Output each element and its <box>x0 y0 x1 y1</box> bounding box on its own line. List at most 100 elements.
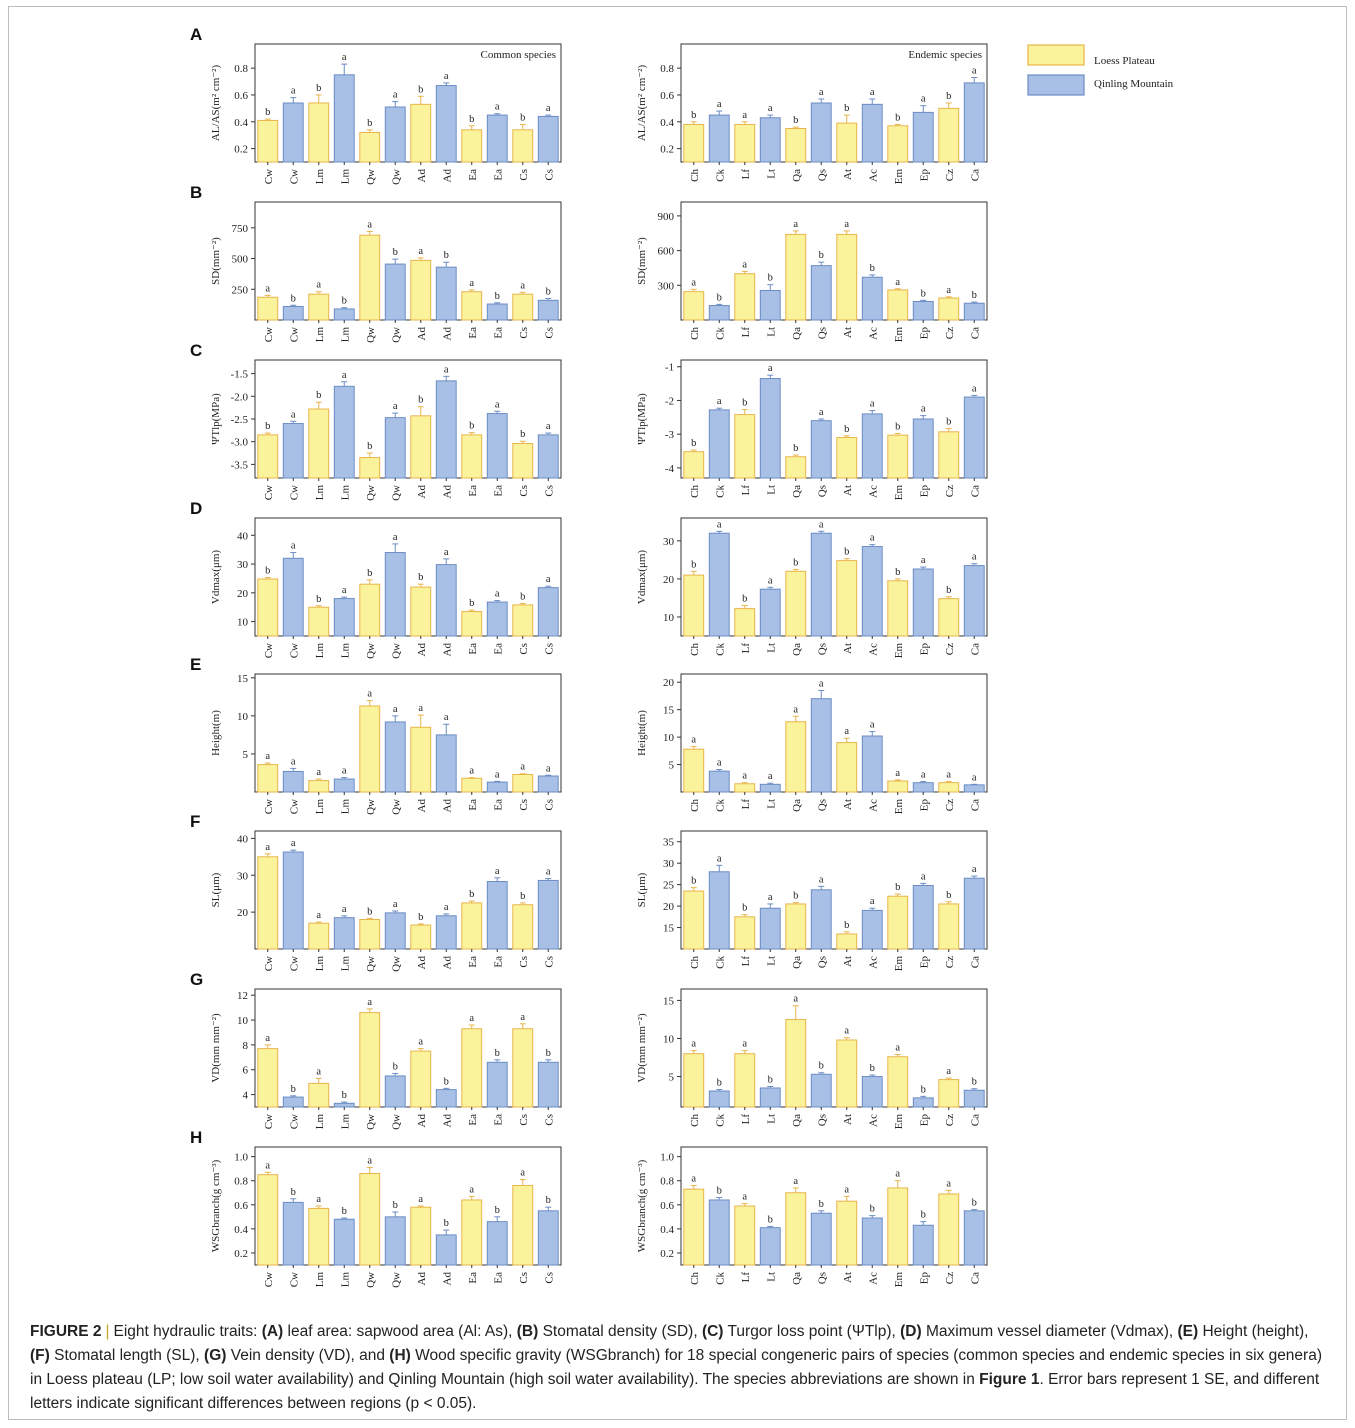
x-tick-label-ad: Ad <box>441 1114 453 1128</box>
y-tick-label: 0.8 <box>660 1176 674 1188</box>
caption-label: FIGURE 2 <box>30 1323 102 1340</box>
significance-letter: b <box>367 441 372 452</box>
significance-letter: a <box>691 1174 696 1185</box>
bar-ea <box>461 902 483 950</box>
bar-qa <box>785 1192 807 1266</box>
significance-letter: b <box>265 107 270 118</box>
significance-letter: a <box>895 1042 900 1053</box>
x-tick-label-ch: Ch <box>689 485 701 498</box>
x-tick-label-ch: Ch <box>689 1272 701 1285</box>
significance-letter: a <box>895 1169 900 1180</box>
bar-lm <box>308 780 330 793</box>
x-tick-label-ca: Ca <box>969 643 981 655</box>
significance-letter: a <box>316 1194 321 1205</box>
bar-ad <box>410 1206 432 1266</box>
bar-em <box>887 434 909 479</box>
x-tick-label-ac: Ac <box>867 327 879 340</box>
y-tick-label: 20 <box>237 907 249 919</box>
plot-frame <box>680 1146 988 1266</box>
significance-letter: b <box>717 1077 722 1088</box>
bar-ca <box>963 396 985 479</box>
y-tick-label: 30 <box>237 559 249 571</box>
significance-letter: b <box>418 912 423 923</box>
significance-letter: a <box>946 1066 951 1077</box>
x-tick-label-ea: Ea <box>492 327 504 339</box>
significance-letter: a <box>444 712 449 723</box>
x-tick-label-lt: Lt <box>765 643 777 653</box>
significance-letter: a <box>265 283 270 294</box>
significance-letter: a <box>444 547 449 558</box>
significance-letter: b <box>742 594 747 605</box>
significance-letter: a <box>793 1176 798 1187</box>
y-tick-label: 15 <box>663 923 675 935</box>
significance-letter: b <box>367 568 372 579</box>
significance-letter: a <box>418 1194 423 1205</box>
significance-letter: a <box>393 704 398 715</box>
y-tick-label: 750 <box>232 223 249 235</box>
panel-title: Common species <box>481 49 556 61</box>
bar-ac <box>861 1217 883 1266</box>
y-tick-label: 0.6 <box>234 1200 248 1212</box>
bar-ac <box>861 1076 883 1108</box>
significance-letter: b <box>717 1186 722 1197</box>
caption-text-b: Stomatal density (SD), <box>542 1323 698 1340</box>
bar-em <box>887 580 909 637</box>
figure-panels: A Common species 0.2 0.4 0.6 0.8 AL/AS(m² cm⁻²… <box>190 25 1174 1288</box>
panel-letter-f: F <box>190 812 200 831</box>
significance-letter: b <box>393 1200 398 1211</box>
y-tick-label: 10 <box>663 612 675 624</box>
x-tick-label-qw: Qw <box>365 327 377 343</box>
y-tick-label: -3.5 <box>231 459 249 471</box>
x-tick-label-cw: Cw <box>288 169 300 184</box>
significance-letter: b <box>418 395 423 406</box>
significance-letter: b <box>870 1204 875 1215</box>
x-tick-label-ea: Ea <box>467 169 479 181</box>
y-tick-label: 900 <box>658 211 675 223</box>
x-tick-label-qw: Qw <box>365 1114 377 1130</box>
bar-ch <box>683 123 705 163</box>
panel-letter-g: G <box>190 970 203 989</box>
bar-ac <box>861 735 883 793</box>
x-tick-label-ch: Ch <box>689 799 701 812</box>
bar-ad <box>410 726 432 793</box>
y-tick-label: 35 <box>663 837 675 849</box>
x-tick-label-ad: Ad <box>416 327 428 341</box>
bar-lm <box>308 1082 330 1108</box>
x-tick-label-at: At <box>842 485 854 496</box>
plot-frame <box>254 988 562 1108</box>
x-tick-label-ep: Ep <box>918 643 930 656</box>
x-tick-label-lf: Lf <box>740 1272 752 1283</box>
y-tick-label: -2.0 <box>231 391 249 403</box>
chart-panel-f-endemic: 15 20 25 30 35 SL(μm) b Ch a Ck b Lf a Lt b Qa a Qs b At a Ac… <box>636 830 988 971</box>
significance-letter: a <box>342 52 347 63</box>
x-tick-label-ca: Ca <box>969 799 981 811</box>
bar-ea <box>486 413 508 479</box>
bar-ep <box>912 300 934 321</box>
significance-letter: b <box>946 416 951 427</box>
significance-letter: a <box>819 678 824 689</box>
panel-letter-b: B <box>190 183 202 202</box>
x-tick-label-qs: Qs <box>816 1114 828 1126</box>
x-tick-label-ep: Ep <box>918 1272 930 1285</box>
significance-letter: b <box>495 1048 500 1059</box>
significance-letter: b <box>921 1084 926 1095</box>
legend-swatch-loess <box>1027 44 1085 66</box>
significance-letter: a <box>972 552 977 563</box>
bar-ad <box>410 103 432 163</box>
bar-ea <box>486 114 508 163</box>
significance-letter: b <box>895 567 900 578</box>
x-tick-label-ea: Ea <box>467 799 479 811</box>
significance-letter: a <box>870 87 875 98</box>
bar-ea <box>461 777 483 793</box>
significance-letter: a <box>819 407 824 418</box>
bar-qs <box>810 1212 832 1266</box>
x-tick-label-lm: Lm <box>314 1114 326 1130</box>
chart-panel-a-common: A Common species 0.2 0.4 0.6 0.8 AL/AS(m² cm⁻²… <box>190 25 562 185</box>
significance-letter: a <box>342 766 347 777</box>
significance-letter: a <box>265 1033 270 1044</box>
chart-panel-a-endemic: Endemic species 0.2 0.4 0.6 0.8 AL/AS(m² cm⁻²… <box>636 43 988 184</box>
x-tick-label-qa: Qa <box>791 956 803 969</box>
y-tick-label: 0.8 <box>660 63 674 75</box>
significance-letter: a <box>469 1184 474 1195</box>
bar-qw <box>359 234 381 321</box>
